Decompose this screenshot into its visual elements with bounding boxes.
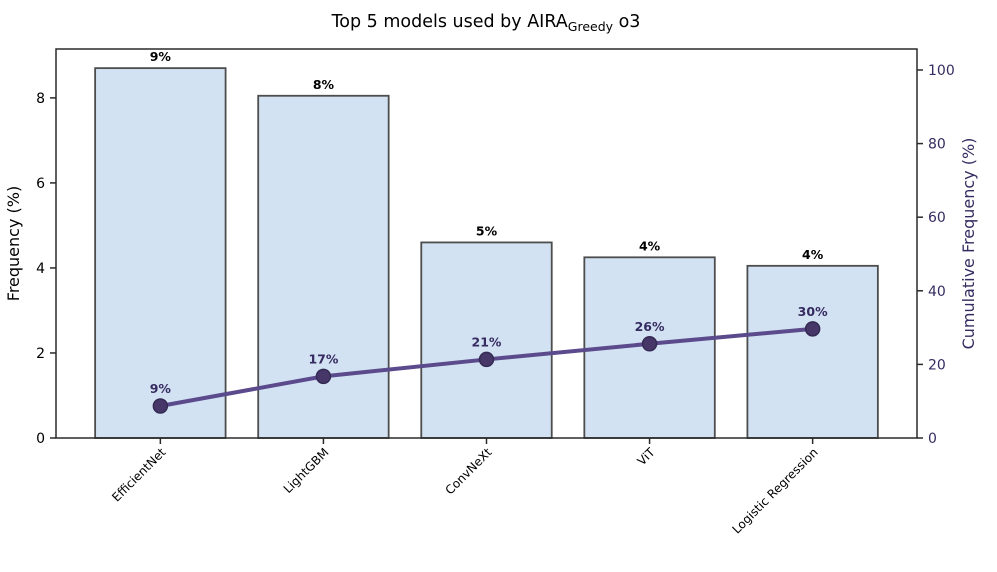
chart-title-prefix: Top 5 models used by AIRA: [331, 12, 568, 32]
left-axis-label: Frequency (%): [4, 186, 23, 301]
bar-value-label: 9%: [150, 49, 172, 64]
cumulative-marker-convnext: [478, 351, 495, 368]
bar-value-label: 8%: [313, 77, 335, 92]
left-tick-label: 4: [36, 261, 45, 277]
right-tick-label: 60: [928, 210, 946, 226]
bar-value-label: 5%: [476, 223, 498, 238]
left-tick-label: 2: [36, 346, 45, 362]
x-tick-label-efficientnet: EfficientNet: [109, 445, 169, 505]
right-tick-label: 0: [928, 431, 937, 447]
chart-title-suffix: o3: [613, 12, 640, 32]
bar-convnext: [420, 241, 553, 439]
right-tick-label: 20: [928, 357, 946, 373]
chart-title-subscript: Greedy: [568, 19, 614, 34]
cumulative-value-label: 26%: [635, 319, 665, 334]
left-tick-label: 0: [36, 431, 45, 447]
right-tick-label: 100: [928, 63, 955, 79]
cumulative-marker-vit: [641, 336, 658, 352]
x-tick-label-lightgbm: LightGBM: [281, 445, 332, 496]
x-tick-label-logistic-regression: Logistic Regression: [729, 445, 820, 536]
cumulative-marker-lightgbm: [315, 368, 332, 385]
cumulative-value-label: 9%: [150, 381, 172, 396]
chart-title: Top 5 models used by AIRAGreedy o3: [331, 12, 641, 34]
cumulative-marker-logistic-regression: [804, 321, 821, 337]
cumulative-marker-efficientnet: [152, 398, 169, 414]
cumulative-value-label: 17%: [308, 351, 338, 366]
right-tick-label: 80: [928, 137, 946, 153]
x-tick-label-convnext: ConvNeXt: [442, 445, 494, 497]
bar-efficientnet: [94, 67, 227, 439]
left-tick-label: 8: [36, 91, 45, 107]
plot-area: 9%8%5%4%4%9%17%21%26%30%0246802040608010…: [36, 48, 955, 537]
cumulative-value-label: 30%: [798, 304, 828, 319]
bar-value-label: 4%: [802, 247, 824, 262]
right-tick-label: 40: [928, 284, 946, 300]
bar-value-label: 4%: [639, 238, 661, 253]
right-axis-label: Cumulative Frequency (%): [959, 138, 978, 350]
x-tick-label-vit: ViT: [635, 445, 659, 469]
cumulative-value-label: 21%: [472, 334, 502, 349]
bar-logistic-regression: [746, 264, 879, 439]
left-tick-label: 6: [36, 176, 45, 192]
